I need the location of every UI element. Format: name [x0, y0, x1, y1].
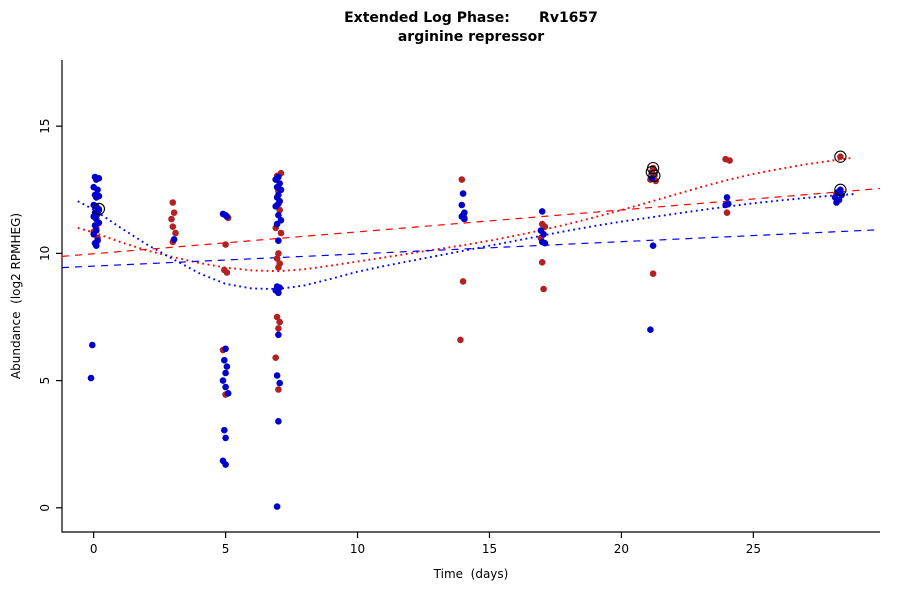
x-tick-label: 0 [90, 542, 98, 556]
points-blue-point [272, 203, 280, 210]
points-red-point [649, 270, 657, 278]
points-red-point [273, 255, 281, 262]
points-red-point [172, 229, 179, 237]
points-blue-point [276, 379, 284, 387]
points-blue-point [93, 242, 100, 249]
points-blue-point [541, 239, 549, 247]
points-blue-point [223, 363, 231, 370]
points-blue-point [221, 356, 228, 364]
points-red-point [275, 264, 282, 271]
x-axis-label: Time (days) [433, 567, 509, 581]
points-red-point [723, 209, 731, 216]
x-tick-label: 15 [482, 542, 497, 556]
highlight-ring [645, 165, 658, 179]
points-red-point [275, 250, 282, 257]
points-red-point [223, 269, 231, 276]
points-blue-point [224, 390, 232, 397]
points-blue-point [275, 331, 282, 339]
points-blue-point [223, 213, 231, 220]
chart-title: Extended Log Phase: Rv1657 [344, 10, 598, 26]
chart-subtitle: arginine repressor [397, 29, 545, 45]
points-blue-point [461, 215, 468, 223]
x-tick-label: 25 [746, 542, 761, 556]
points-blue-point [221, 426, 228, 434]
points-blue-point [222, 383, 229, 391]
points-red-point [222, 241, 229, 248]
points-blue-point [538, 208, 546, 215]
points-red-point [272, 354, 280, 362]
points-blue-point [275, 237, 282, 244]
highlight-ring [834, 183, 847, 196]
highlight-ring [834, 150, 847, 163]
y-tick-label: 15 [38, 119, 52, 134]
points-blue-point [222, 434, 229, 442]
points-blue-point [93, 194, 100, 201]
loess-blue-line [77, 193, 854, 290]
y-tick-label: 5 [38, 377, 52, 385]
points-blue-point [222, 461, 229, 468]
points-blue-point [222, 345, 229, 353]
points-red-point [459, 278, 467, 285]
y-tick-label: 0 [38, 504, 52, 512]
points-blue-point [93, 176, 100, 183]
points-blue-point [273, 220, 281, 228]
points-red-point [726, 157, 733, 164]
points-blue-point [459, 190, 467, 197]
points-blue-point [723, 194, 731, 201]
loess-red-line [77, 156, 854, 273]
points-blue-point [540, 231, 547, 238]
linear-blue-line [61, 229, 881, 269]
points-blue-point [833, 199, 840, 206]
points-blue-point [219, 377, 227, 384]
points-red-point [170, 209, 178, 216]
points-blue-point [458, 201, 466, 209]
points-red-point [276, 318, 284, 326]
highlight-ring [648, 169, 661, 182]
x-tick-label: 10 [350, 542, 365, 556]
points-blue-point [222, 369, 229, 377]
points-red-point [538, 259, 546, 266]
points-blue-point [275, 418, 282, 425]
points-red-point [273, 313, 281, 321]
points-red-point [837, 153, 844, 160]
points-blue-point [170, 236, 178, 243]
points-blue-point [722, 201, 729, 209]
points-blue-point [649, 242, 657, 249]
linear-red-line [61, 187, 881, 257]
points-red-point [540, 285, 547, 293]
x-tick-label: 20 [614, 542, 629, 556]
points-red-point [277, 229, 285, 237]
points-red-point [168, 215, 175, 223]
points-red-point [275, 325, 282, 332]
points-red-point [169, 199, 177, 206]
points-blue-point [273, 372, 281, 379]
axis-lines [61, 60, 880, 533]
points-red-point [457, 336, 464, 344]
points-red-point [458, 176, 466, 183]
points-blue-point [94, 186, 101, 194]
points-red-point [275, 386, 282, 393]
y-tick-label: 10 [38, 246, 52, 261]
points-blue-point [91, 222, 99, 229]
points-red-point [169, 223, 177, 230]
points-blue-point [647, 326, 654, 334]
points-blue-point [90, 231, 97, 238]
points-blue-point [273, 503, 281, 510]
highlight-ring [92, 202, 106, 216]
points-blue-point [277, 186, 285, 194]
x-tick-label: 5 [222, 542, 230, 556]
points-blue-point [87, 374, 95, 382]
points-blue-point [275, 211, 282, 219]
points-blue-point [89, 341, 96, 349]
points-blue-point [275, 289, 282, 297]
